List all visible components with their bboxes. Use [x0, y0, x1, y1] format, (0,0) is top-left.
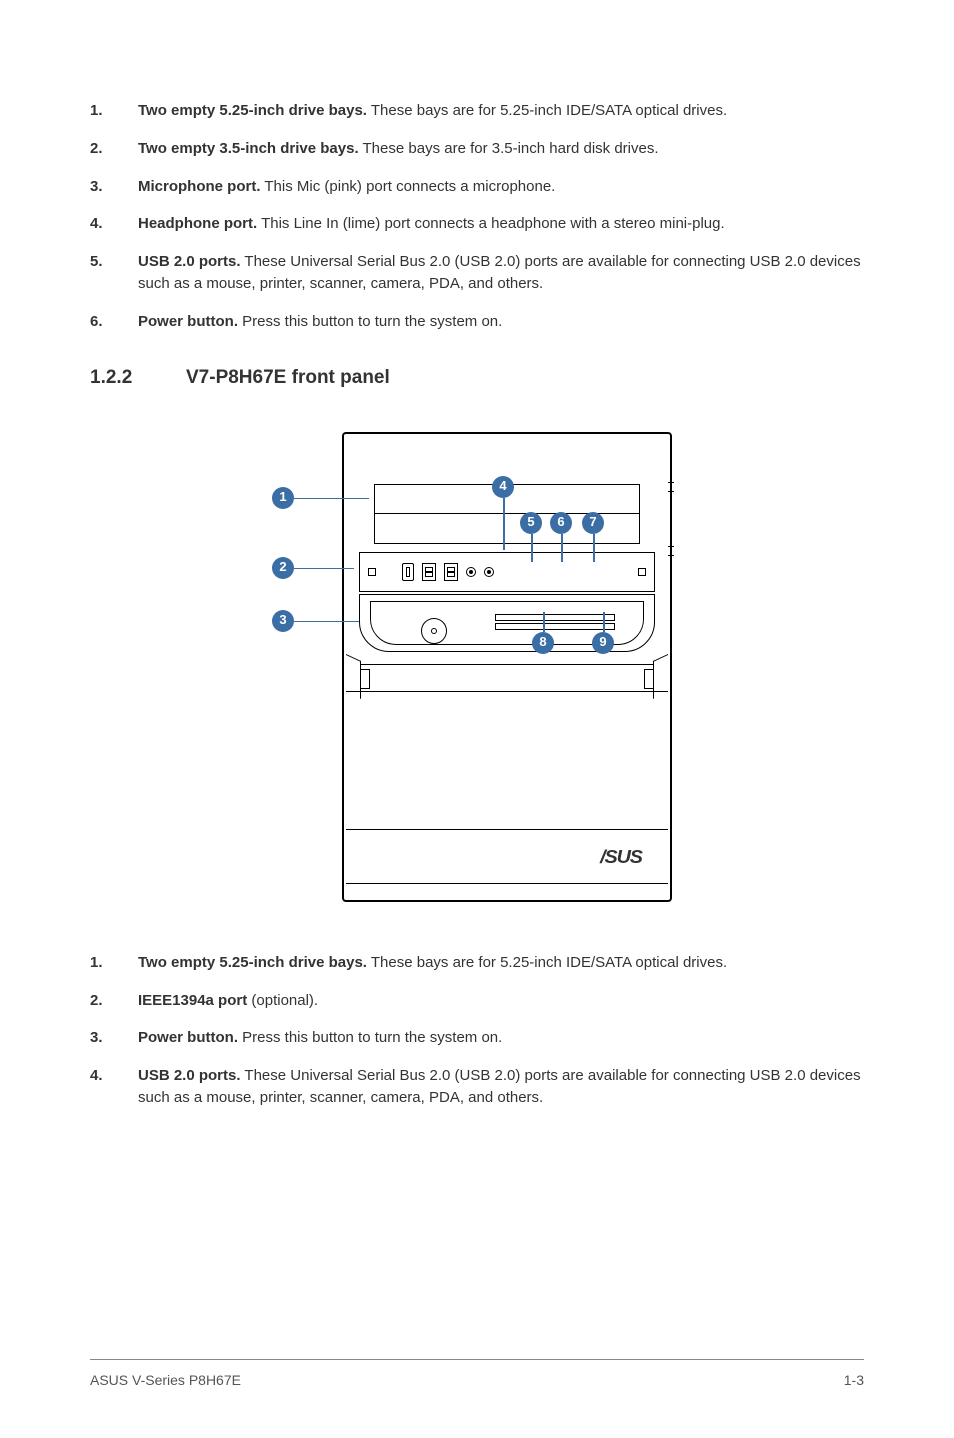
front-flap [346, 654, 668, 692]
list-item: 4.USB 2.0 ports. These Universal Serial … [90, 1065, 864, 1109]
list-item: 2.Two empty 3.5-inch drive bays. These b… [90, 138, 864, 160]
callout-8: 8 [532, 632, 554, 654]
item-term: Headphone port. [138, 215, 257, 232]
item-description: These bays are for 5.25-inch IDE/SATA op… [367, 102, 727, 119]
item-text: IEEE1394a port (optional). [138, 990, 864, 1012]
item-text: Two empty 3.5-inch drive bays. These bay… [138, 138, 864, 160]
list-item: 3.Microphone port. This Mic (pink) port … [90, 176, 864, 198]
ieee1394-port-icon [402, 563, 414, 581]
list-item: 1.Two empty 5.25-inch drive bays. These … [90, 100, 864, 122]
section-title: V7-P8H67E front panel [186, 364, 390, 392]
usb-port-icon [422, 563, 436, 581]
item-text: Two empty 5.25-inch drive bays. These ba… [138, 952, 864, 974]
list-item: 5.USB 2.0 ports. These Universal Serial … [90, 251, 864, 295]
item-term: Microphone port. [138, 178, 261, 195]
footer-product-name: ASUS V-Series P8H67E [90, 1370, 241, 1390]
list-item: 2.IEEE1394a port (optional). [90, 990, 864, 1012]
chassis-outline: /SUS [342, 432, 672, 902]
item-term: Power button. [138, 1029, 238, 1046]
page-footer: ASUS V-Series P8H67E 1-3 [90, 1359, 864, 1390]
item-description: (optional). [247, 992, 318, 1009]
item-term: USB 2.0 ports. [138, 1067, 241, 1084]
item-term: Two empty 5.25-inch drive bays. [138, 954, 367, 971]
feature-list-top: 1.Two empty 5.25-inch drive bays. These … [90, 100, 864, 332]
item-text: USB 2.0 ports. These Universal Serial Bu… [138, 251, 864, 295]
item-number: 3. [90, 176, 138, 198]
item-term: USB 2.0 ports. [138, 253, 241, 270]
item-term: Two empty 3.5-inch drive bays. [138, 140, 359, 157]
item-text: USB 2.0 ports. These Universal Serial Bu… [138, 1065, 864, 1109]
section-heading: 1.2.2 V7-P8H67E front panel [90, 364, 864, 392]
callout-1: 1 [272, 487, 294, 509]
footer-page-number: 1-3 [844, 1370, 864, 1390]
item-number: 4. [90, 213, 138, 235]
item-number: 4. [90, 1065, 138, 1109]
item-text: Microphone port. This Mic (pink) port co… [138, 176, 864, 198]
item-description: These bays are for 5.25-inch IDE/SATA op… [367, 954, 727, 971]
power-button-icon [421, 618, 447, 644]
audio-jack-icon [466, 567, 476, 577]
item-description: This Line In (lime) port connects a head… [257, 215, 724, 232]
list-item: 6.Power button. Press this button to tur… [90, 311, 864, 333]
item-number: 1. [90, 100, 138, 122]
item-description: Press this button to turn the system on. [238, 1029, 502, 1046]
callout-4: 4 [492, 476, 514, 498]
item-description: Press this button to turn the system on. [238, 313, 502, 330]
item-description: These bays are for 3.5-inch hard disk dr… [359, 140, 659, 157]
item-text: Power button. Press this button to turn … [138, 311, 864, 333]
item-text: Two empty 5.25-inch drive bays. These ba… [138, 100, 864, 122]
item-description: This Mic (pink) port connects a micropho… [261, 178, 556, 195]
section-number: 1.2.2 [90, 364, 186, 392]
list-item: 1.Two empty 5.25-inch drive bays. These … [90, 952, 864, 974]
card-reader-slot-icon [495, 614, 615, 630]
callout-5: 5 [520, 512, 542, 534]
feature-list-bottom: 1.Two empty 5.25-inch drive bays. These … [90, 952, 864, 1109]
item-number: 5. [90, 251, 138, 295]
list-item: 4.Headphone port. This Line In (lime) po… [90, 213, 864, 235]
callout-9: 9 [592, 632, 614, 654]
item-number: 6. [90, 311, 138, 333]
item-description: These Universal Serial Bus 2.0 (USB 2.0)… [138, 1067, 861, 1106]
front-panel-diagram: /SUS 1 2 3 4 5 6 7 8 9 [90, 432, 864, 912]
callout-6: 6 [550, 512, 572, 534]
item-number: 2. [90, 990, 138, 1012]
callout-7: 7 [582, 512, 604, 534]
asus-logo: /SUS [600, 844, 642, 870]
item-description: These Universal Serial Bus 2.0 (USB 2.0)… [138, 253, 861, 292]
io-panel [359, 552, 655, 592]
item-number: 2. [90, 138, 138, 160]
item-term: Two empty 5.25-inch drive bays. [138, 102, 367, 119]
item-text: Headphone port. This Line In (lime) port… [138, 213, 864, 235]
usb-port-icon [444, 563, 458, 581]
item-term: Power button. [138, 313, 238, 330]
item-number: 3. [90, 1027, 138, 1049]
item-term: IEEE1394a port [138, 992, 247, 1009]
item-number: 1. [90, 952, 138, 974]
item-text: Power button. Press this button to turn … [138, 1027, 864, 1049]
list-item: 3.Power button. Press this button to tur… [90, 1027, 864, 1049]
callout-2: 2 [272, 557, 294, 579]
audio-jack-icon [484, 567, 494, 577]
callout-3: 3 [272, 610, 294, 632]
